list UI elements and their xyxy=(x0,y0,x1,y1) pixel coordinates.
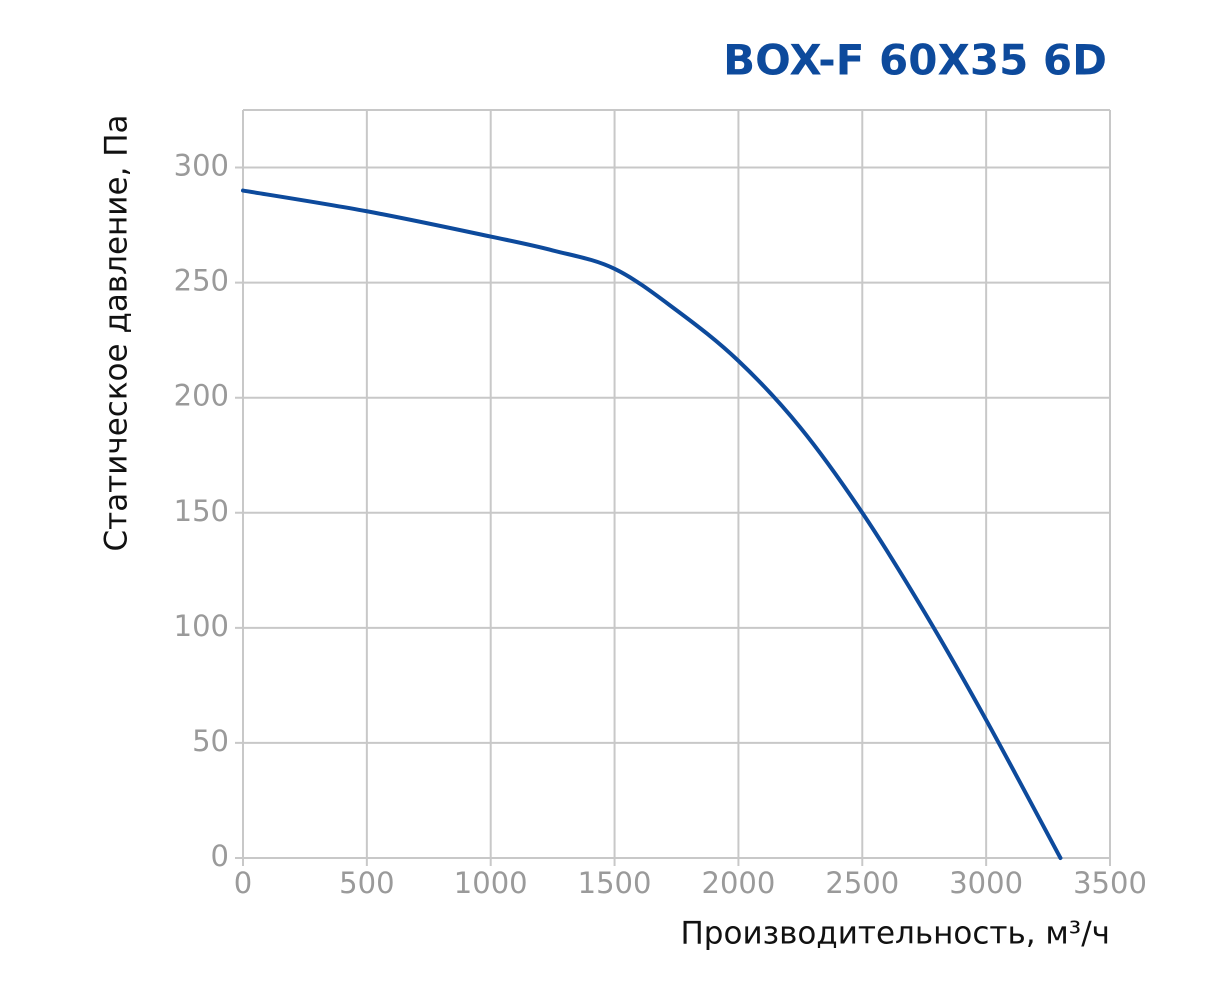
y-tick-label: 300 xyxy=(174,149,229,183)
data-line xyxy=(241,188,1063,860)
y-tick-label: 50 xyxy=(192,724,229,758)
x-tick-label: 2500 xyxy=(825,866,899,900)
x-axis-title: Производительность, м³/ч xyxy=(680,916,1110,952)
chart-title: BOX-F 60X35 6D xyxy=(723,36,1107,85)
y-tick-label: 150 xyxy=(174,494,229,528)
y-axis-title: Статическое давление, Па xyxy=(99,114,135,551)
y-tick-label: 250 xyxy=(174,264,229,298)
x-tick-label: 1500 xyxy=(578,866,652,900)
y-tick-label: 100 xyxy=(174,609,229,643)
x-tick-label: 0 xyxy=(234,866,252,900)
x-tick-label: 3000 xyxy=(949,866,1023,900)
x-tick-label: 2000 xyxy=(702,866,776,900)
y-tick-label: 0 xyxy=(211,839,229,873)
x-tick-label: 500 xyxy=(339,866,394,900)
x-tick-label: 3500 xyxy=(1073,866,1147,900)
x-tick-label: 1000 xyxy=(454,866,528,900)
y-tick-label: 200 xyxy=(174,379,229,413)
